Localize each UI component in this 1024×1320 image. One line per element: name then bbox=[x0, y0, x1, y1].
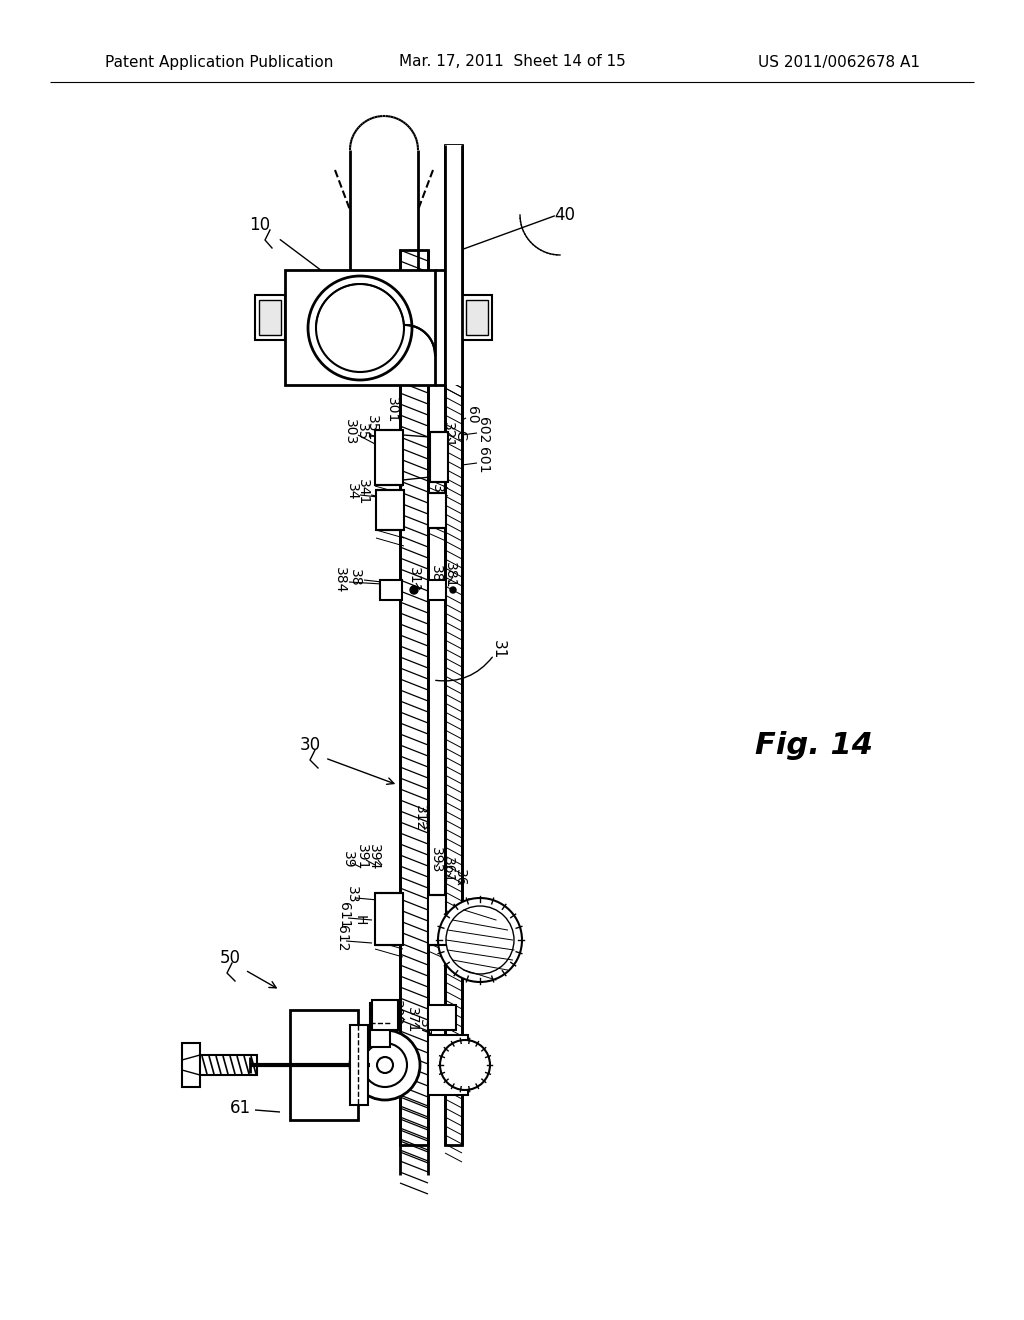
Bar bbox=[195, 1055, 257, 1074]
Text: 32: 32 bbox=[430, 484, 444, 502]
Text: US 2011/0062678 A1: US 2011/0062678 A1 bbox=[758, 54, 920, 70]
Text: 50: 50 bbox=[219, 949, 241, 968]
Text: 331: 331 bbox=[463, 896, 477, 923]
Circle shape bbox=[438, 898, 522, 982]
Text: 381: 381 bbox=[443, 562, 457, 589]
Text: 383: 383 bbox=[429, 565, 443, 591]
Bar bbox=[428, 1005, 456, 1030]
Text: 351: 351 bbox=[365, 414, 379, 441]
Text: 371: 371 bbox=[406, 1007, 419, 1034]
Circle shape bbox=[410, 586, 418, 594]
Bar bbox=[430, 432, 449, 482]
Text: 311: 311 bbox=[407, 566, 421, 593]
Bar bbox=[445, 145, 462, 385]
Bar bbox=[372, 1001, 398, 1030]
Bar bbox=[375, 894, 403, 945]
Text: 601: 601 bbox=[476, 446, 490, 474]
Text: 38: 38 bbox=[348, 569, 362, 587]
Text: 40: 40 bbox=[555, 206, 575, 224]
Text: 303: 303 bbox=[343, 418, 357, 445]
Text: 384: 384 bbox=[333, 566, 347, 593]
Text: 37: 37 bbox=[417, 1019, 431, 1036]
Text: 301: 301 bbox=[385, 397, 399, 424]
Bar bbox=[462, 294, 492, 341]
Text: 611: 611 bbox=[337, 902, 351, 928]
Text: G: G bbox=[453, 429, 467, 441]
Text: 602: 602 bbox=[476, 417, 490, 444]
Text: 312: 312 bbox=[413, 805, 427, 832]
Bar bbox=[380, 579, 402, 601]
Text: 393: 393 bbox=[429, 847, 443, 874]
Bar bbox=[350, 1026, 368, 1105]
Text: H: H bbox=[353, 915, 367, 925]
Bar bbox=[285, 271, 435, 385]
Bar bbox=[445, 145, 462, 1144]
Text: 30: 30 bbox=[299, 737, 321, 754]
Text: 31: 31 bbox=[490, 640, 506, 660]
Text: Fig. 14: Fig. 14 bbox=[755, 730, 873, 759]
Text: 302: 302 bbox=[389, 999, 403, 1026]
Text: 612: 612 bbox=[335, 925, 349, 952]
Bar bbox=[428, 492, 446, 528]
Text: 39: 39 bbox=[341, 851, 355, 869]
Bar bbox=[466, 300, 488, 335]
Text: 321: 321 bbox=[441, 422, 455, 449]
Circle shape bbox=[308, 276, 412, 380]
Bar bbox=[428, 1035, 468, 1096]
Text: 304: 304 bbox=[471, 919, 485, 945]
Text: 361: 361 bbox=[441, 857, 455, 883]
Bar bbox=[400, 249, 428, 1144]
Text: 341: 341 bbox=[356, 479, 370, 506]
Bar bbox=[259, 300, 281, 335]
Circle shape bbox=[362, 1043, 407, 1086]
Circle shape bbox=[450, 587, 456, 593]
Circle shape bbox=[316, 284, 404, 372]
Bar bbox=[370, 1003, 390, 1047]
Circle shape bbox=[377, 1057, 393, 1073]
Text: Mar. 17, 2011  Sheet 14 of 15: Mar. 17, 2011 Sheet 14 of 15 bbox=[398, 54, 626, 70]
Circle shape bbox=[440, 1040, 490, 1090]
Text: 36: 36 bbox=[453, 869, 467, 887]
Text: 34: 34 bbox=[345, 483, 359, 500]
Bar bbox=[375, 430, 403, 484]
Bar bbox=[182, 1043, 200, 1086]
Bar bbox=[290, 1010, 358, 1119]
Text: 10: 10 bbox=[250, 216, 270, 234]
Text: 35: 35 bbox=[355, 424, 369, 441]
Text: 60: 60 bbox=[465, 407, 479, 424]
Bar bbox=[428, 895, 446, 945]
Circle shape bbox=[350, 1030, 420, 1100]
Bar bbox=[255, 294, 285, 341]
Circle shape bbox=[446, 906, 514, 974]
Bar bbox=[376, 490, 404, 531]
Text: 33: 33 bbox=[345, 886, 359, 904]
Text: 394: 394 bbox=[367, 843, 381, 870]
Text: 61: 61 bbox=[229, 1100, 251, 1117]
Bar bbox=[428, 579, 446, 601]
Text: 391: 391 bbox=[355, 843, 369, 870]
Text: Patent Application Publication: Patent Application Publication bbox=[105, 54, 334, 70]
